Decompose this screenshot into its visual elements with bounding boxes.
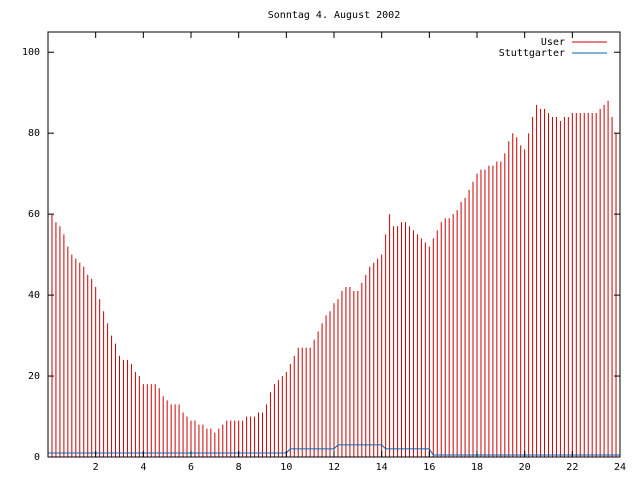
x-tick-label: 14	[376, 462, 388, 473]
legend-label: Stuttgarter	[499, 48, 565, 59]
x-tick-label: 10	[280, 462, 292, 473]
x-tick-label: 6	[188, 462, 194, 473]
y-tick-label: 20	[28, 371, 40, 382]
x-tick-label: 2	[93, 462, 99, 473]
x-tick-label: 8	[236, 462, 242, 473]
x-tick-label: 22	[566, 462, 578, 473]
y-tick-label: 60	[28, 209, 40, 220]
x-tick-label: 12	[328, 462, 340, 473]
x-tick-label: 4	[140, 462, 146, 473]
x-tick-label: 24	[614, 462, 626, 473]
y-tick-label: 40	[28, 290, 40, 301]
x-tick-label: 16	[423, 462, 435, 473]
x-tick-label: 20	[519, 462, 531, 473]
y-tick-label: 100	[22, 47, 40, 58]
chart-title: Sonntag 4. August 2002	[268, 10, 400, 21]
x-tick-label: 18	[471, 462, 483, 473]
y-tick-label: 0	[34, 452, 40, 463]
legend-label: User	[541, 37, 565, 48]
y-tick-label: 80	[28, 128, 40, 139]
